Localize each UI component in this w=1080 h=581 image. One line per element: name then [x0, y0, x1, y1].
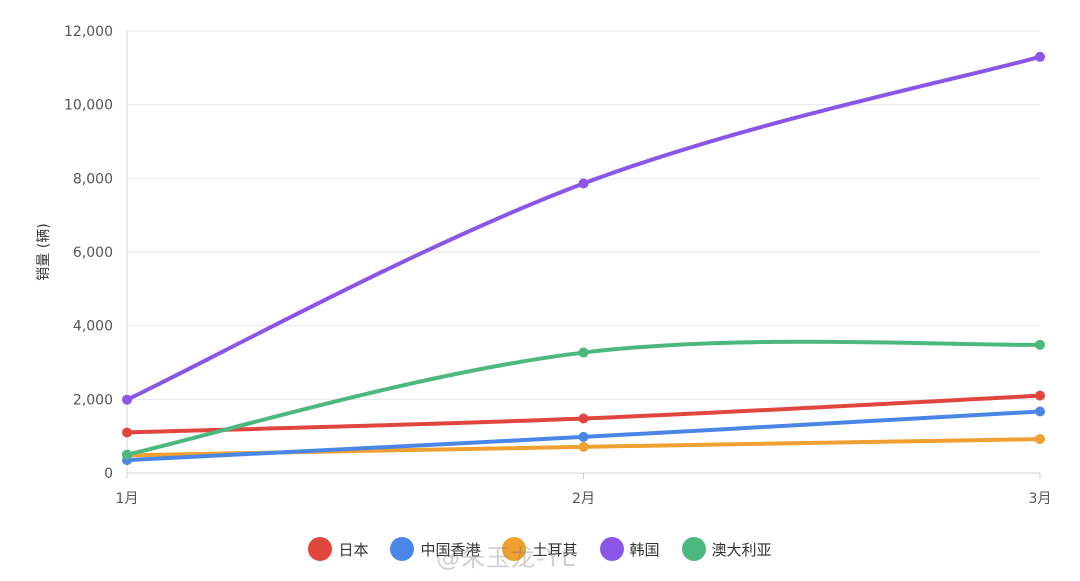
y-tick-label: 0 — [104, 466, 113, 482]
legend-swatch — [502, 537, 527, 561]
y-tick-label: 4,000 — [73, 319, 113, 335]
data-point[interactable] — [578, 431, 589, 442]
data-point[interactable] — [122, 449, 132, 460]
data-point[interactable] — [1035, 434, 1045, 445]
y-axis-label: 销量 (辆) — [36, 223, 52, 280]
legend-label: 中国香港 — [420, 540, 481, 559]
data-point[interactable] — [578, 441, 589, 452]
legend-label: 土耳其 — [532, 540, 578, 559]
line-chart: 0 2,000 4,000 6,000 8,000 10,000 12,000 1月 2月 3月… — [36, 24, 1052, 507]
x-tick-label: 3月 — [1029, 491, 1052, 507]
data-point[interactable] — [578, 413, 589, 424]
legend-item[interactable]: 日本 — [308, 537, 368, 561]
y-axis-ticks: 0 2,000 4,000 6,000 8,000 10,000 12,000 — [64, 24, 113, 482]
legend-swatch — [681, 537, 706, 561]
legend-item[interactable]: 澳大利亚 — [681, 537, 772, 561]
data-point[interactable] — [1035, 406, 1045, 417]
x-axis: 1月 2月 3月 — [116, 473, 1052, 507]
legend-swatch — [390, 537, 415, 561]
y-tick-label: 10,000 — [64, 98, 113, 114]
legend-label: 澳大利亚 — [711, 540, 772, 559]
legend-item[interactable]: 土耳其 — [502, 537, 578, 561]
legend-item[interactable]: 中国香港 — [390, 537, 480, 561]
legend: 日本 中国香港 土耳其 韩国 澳大利亚 — [0, 534, 1080, 564]
legend-swatch — [308, 537, 333, 561]
data-point[interactable] — [578, 347, 589, 358]
legend-swatch — [599, 537, 624, 561]
legend-item[interactable]: 韩国 — [599, 537, 660, 561]
grid-lines — [126, 30, 1040, 474]
x-tick-label: 2月 — [572, 491, 595, 507]
data-point[interactable] — [122, 427, 132, 438]
y-tick-label: 6,000 — [73, 245, 113, 261]
data-point[interactable] — [1035, 51, 1045, 62]
legend-label: 日本 — [338, 540, 369, 559]
y-tick-label: 12,000 — [64, 24, 113, 40]
data-point[interactable] — [1035, 390, 1045, 401]
data-point[interactable] — [1035, 339, 1045, 350]
y-tick-label: 8,000 — [73, 171, 113, 187]
series-points — [122, 51, 1045, 466]
data-point[interactable] — [122, 394, 132, 405]
legend-label: 韩国 — [629, 540, 660, 559]
x-tick-label: 1月 — [116, 491, 139, 507]
data-point[interactable] — [578, 178, 589, 189]
y-tick-label: 2,000 — [73, 392, 113, 408]
